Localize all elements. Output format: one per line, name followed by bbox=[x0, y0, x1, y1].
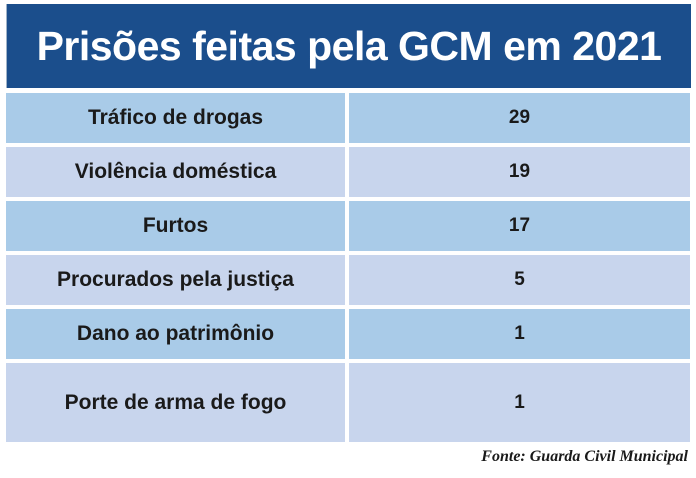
category-cell: Procurados pela justiça bbox=[6, 255, 345, 305]
category-cell: Porte de arma de fogo bbox=[6, 363, 345, 442]
value-cell: 1 bbox=[349, 309, 690, 359]
table-row: Dano ao patrimônio 1 bbox=[6, 309, 690, 359]
page-title: Prisões feitas pela GCM em 2021 bbox=[36, 22, 662, 69]
title-bar: Prisões feitas pela GCM em 2021 bbox=[6, 4, 691, 88]
value-cell: 17 bbox=[349, 201, 690, 251]
arrests-table: Tráfico de drogas 29 Violência doméstica… bbox=[2, 89, 694, 446]
value-cell: 5 bbox=[349, 255, 690, 305]
table-row: Procurados pela justiça 5 bbox=[6, 255, 690, 305]
value-cell: 29 bbox=[349, 93, 690, 143]
category-cell: Dano ao patrimônio bbox=[6, 309, 345, 359]
table-row: Porte de arma de fogo 1 bbox=[6, 363, 690, 442]
category-cell: Furtos bbox=[6, 201, 345, 251]
table-row: Furtos 17 bbox=[6, 201, 690, 251]
source-credit: Fonte: Guarda Civil Municipal bbox=[481, 448, 688, 465]
table-row: Tráfico de drogas 29 bbox=[6, 93, 690, 143]
category-cell: Tráfico de drogas bbox=[6, 93, 345, 143]
value-cell: 19 bbox=[349, 147, 690, 197]
category-cell: Violência doméstica bbox=[6, 147, 345, 197]
value-cell: 1 bbox=[349, 363, 690, 442]
table-row: Violência doméstica 19 bbox=[6, 147, 690, 197]
